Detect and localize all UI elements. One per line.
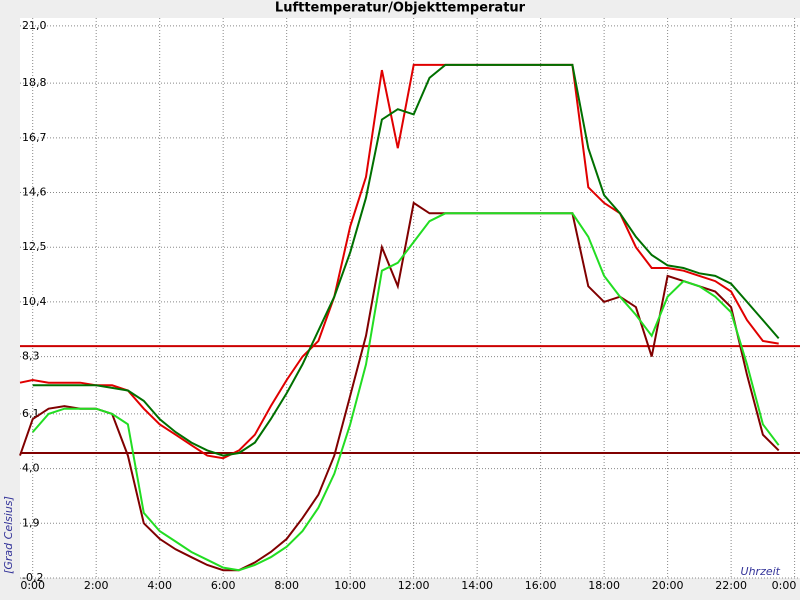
y-tick-label: -0,2 [22, 571, 43, 584]
series-line [32, 63, 780, 457]
y-tick-label: 4,0 [22, 462, 40, 475]
x-tick-label: 8:00 [274, 579, 299, 592]
y-tick-label: 1,9 [22, 516, 40, 529]
x-tick-label: 10:00 [334, 579, 366, 592]
x-tick-label: 20:00 [652, 579, 684, 592]
x-axis-title: Uhrzeit [741, 565, 781, 578]
x-tick-label: 0:00 [772, 579, 797, 592]
x-tick-label: 2:00 [84, 579, 109, 592]
x-tick-label: 18:00 [588, 579, 620, 592]
y-tick-label: 12,5 [22, 240, 47, 253]
y-tick-label: 6,1 [22, 407, 40, 420]
plot-area [20, 18, 800, 578]
x-tick-label: 4:00 [147, 579, 172, 592]
y-axis-title: [Grad Celsius] [2, 496, 15, 574]
x-tick-label: 16:00 [525, 579, 557, 592]
y-tick-label: 16,7 [22, 131, 47, 144]
chart-title: Lufttemperatur/Objekttemperatur [275, 1, 526, 16]
x-tick-label: 0:00 [20, 579, 45, 592]
series-line [31, 212, 780, 572]
series-line [19, 63, 779, 460]
x-tick-label: 14:00 [461, 579, 493, 592]
series-line [19, 201, 780, 572]
x-tick-label: 22:00 [715, 579, 747, 592]
y-tick-label: 14,6 [22, 186, 47, 199]
x-tick-label: 6:00 [211, 579, 236, 592]
y-tick-label: 8,3 [22, 350, 40, 363]
y-tick-label: 21,0 [22, 19, 47, 32]
y-tick-label: 10,4 [22, 295, 47, 308]
x-tick-label: 12:00 [398, 579, 430, 592]
y-tick-label: 18,8 [22, 76, 47, 89]
